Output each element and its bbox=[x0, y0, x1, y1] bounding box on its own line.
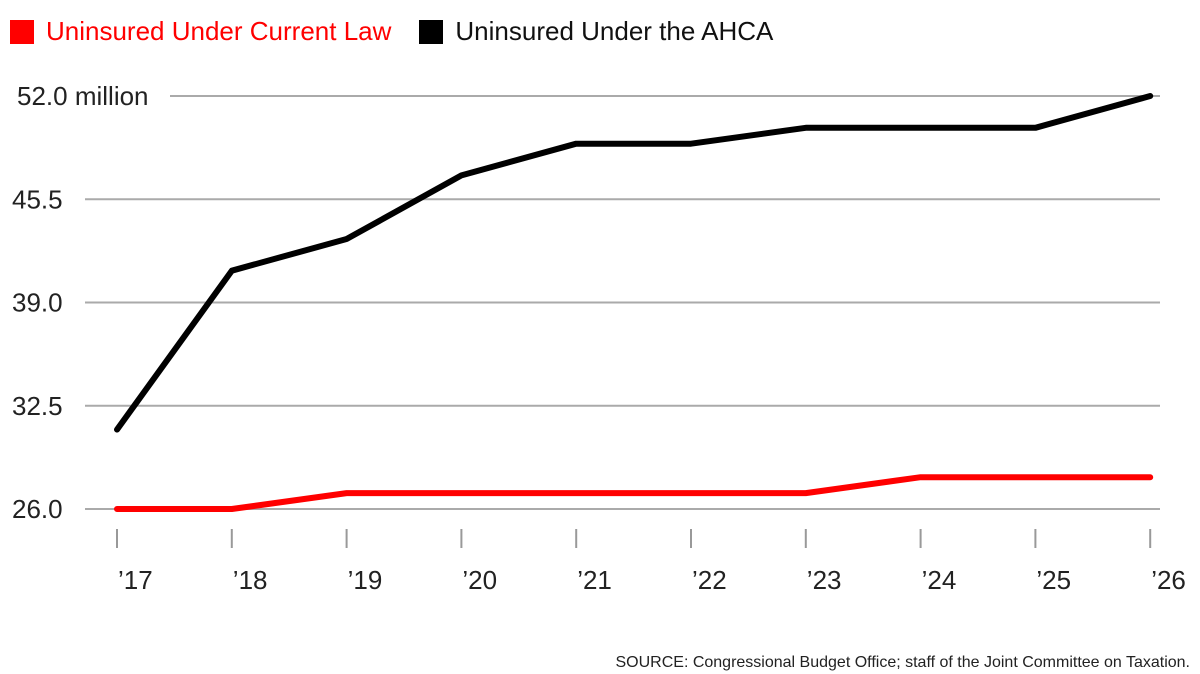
legend-item-ahca: Uninsured Under the AHCA bbox=[419, 16, 773, 47]
x-tick-label: ’17 bbox=[118, 565, 153, 595]
x-tick-label: ’22 bbox=[692, 565, 727, 595]
x-axis: ’17 ’18 ’19 ’20 ’21 ’22 ’23 ’24 ’25 ’26 bbox=[116, 529, 1186, 595]
series-lines bbox=[114, 93, 1154, 512]
x-tick-label: ’18 bbox=[233, 565, 268, 595]
x-tick-label: ’24 bbox=[922, 565, 957, 595]
x-tick-label: ’23 bbox=[807, 565, 842, 595]
y-tick-label: 52.0 million bbox=[17, 81, 149, 111]
series-line-current-law bbox=[114, 474, 1154, 512]
y-tick-label: 26.0 bbox=[12, 494, 63, 524]
legend-item-current-law: Uninsured Under Current Law bbox=[10, 16, 391, 47]
source-note: SOURCE: Congressional Budget Office; sta… bbox=[615, 654, 1190, 671]
x-tick-label: ’20 bbox=[462, 565, 497, 595]
legend-swatch-black bbox=[419, 19, 444, 44]
x-tick-label: ’26 bbox=[1151, 565, 1186, 595]
legend-swatch-red bbox=[10, 19, 34, 44]
series-line-ahca bbox=[114, 93, 1154, 433]
legend-label-current-law: Uninsured Under Current Law bbox=[46, 16, 392, 46]
x-tick-label: ’21 bbox=[577, 565, 612, 595]
x-tick-label: ’19 bbox=[348, 565, 383, 595]
y-axis-tick-labels: 52.0 million 45.5 39.0 32.5 26.0 bbox=[12, 81, 149, 524]
y-tick-label: 39.0 bbox=[12, 288, 63, 318]
y-tick-label: 32.5 bbox=[12, 391, 63, 421]
y-tick-label: 45.5 bbox=[12, 184, 63, 214]
gridlines bbox=[85, 95, 1160, 510]
legend: Uninsured Under Current Law Uninsured Un… bbox=[10, 16, 801, 47]
legend-label-ahca: Uninsured Under the AHCA bbox=[455, 16, 774, 46]
x-tick-label: ’25 bbox=[1036, 565, 1071, 595]
